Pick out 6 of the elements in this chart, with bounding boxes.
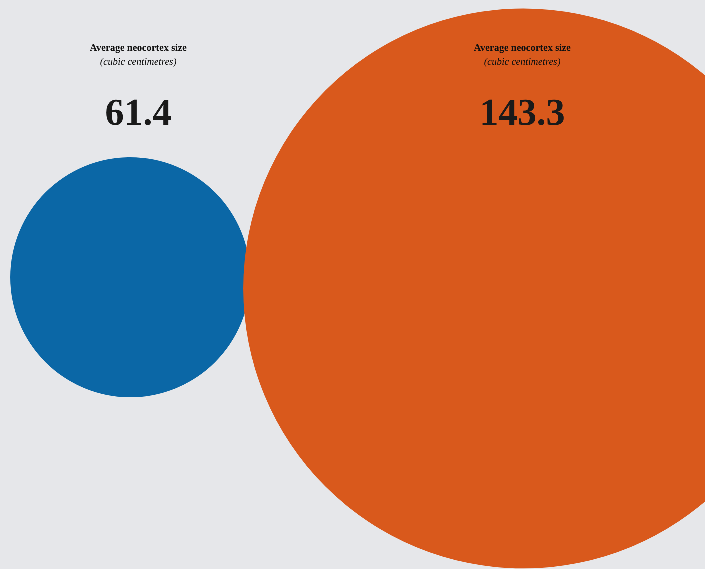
text: (cubic centimetres) (100, 57, 178, 68)
data-label: 61.4 (105, 92, 172, 134)
text: (cubic centimetres) (484, 57, 562, 68)
text: Average neocortex size (474, 43, 572, 54)
text: Average neocortex size (90, 43, 188, 54)
data-label: 143.3 (480, 92, 566, 134)
